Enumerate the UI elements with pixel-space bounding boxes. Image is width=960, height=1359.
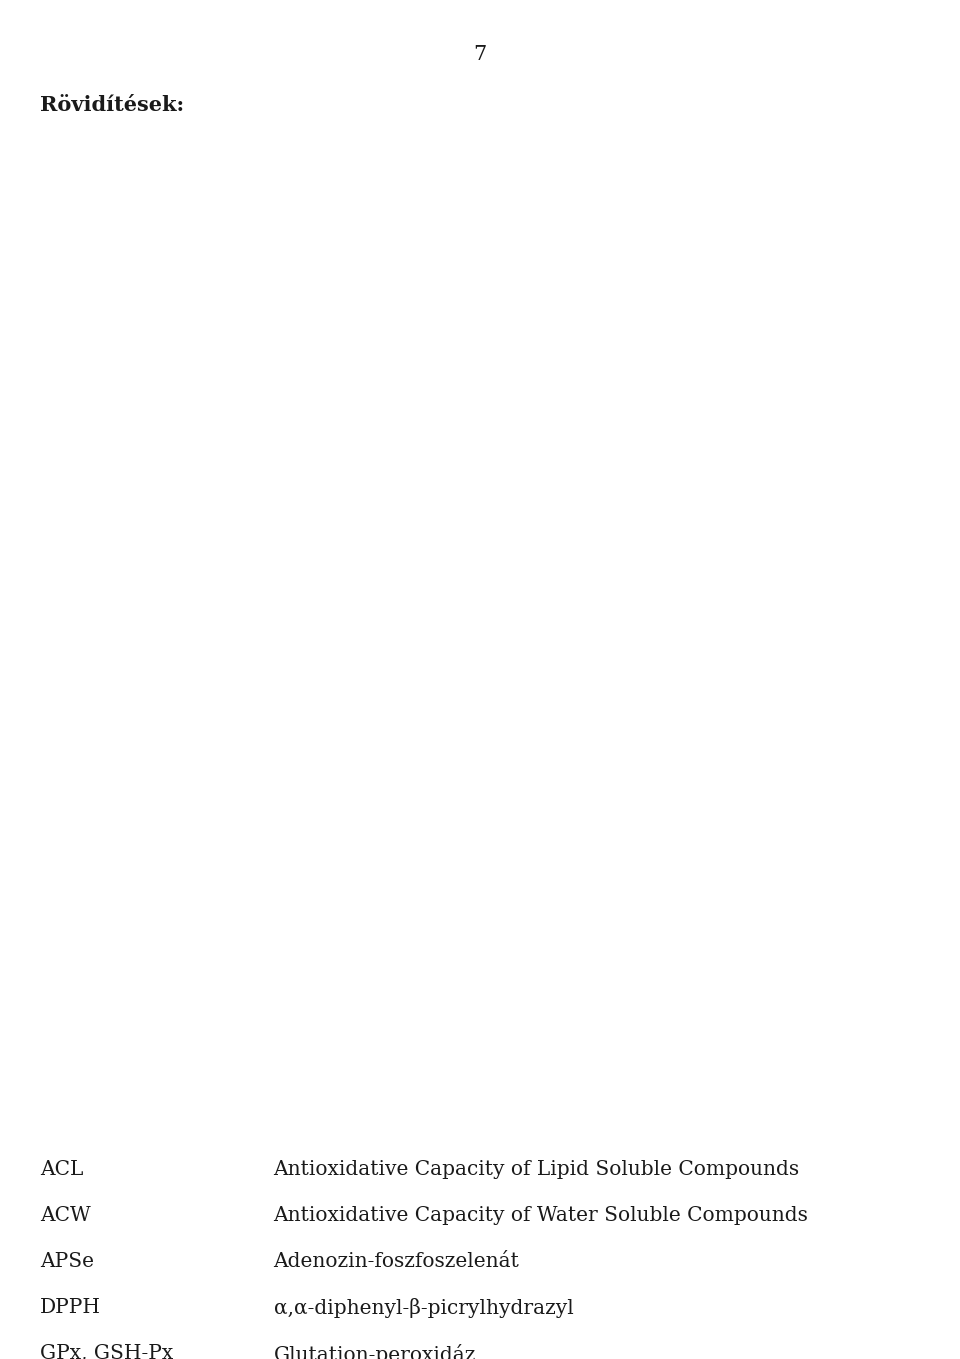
Text: Rövidítések:: Rövidítések: (40, 95, 184, 116)
Text: 7: 7 (473, 45, 487, 64)
Text: Glutation-peroxidáz: Glutation-peroxidáz (274, 1344, 476, 1359)
Text: Adenozin-foszfoszelenát: Adenozin-foszfoszelenát (274, 1252, 519, 1271)
Text: APSe: APSe (40, 1252, 94, 1271)
Text: α,α-diphenyl-β-picrylhydrazyl: α,α-diphenyl-β-picrylhydrazyl (274, 1298, 573, 1318)
Text: DPPH: DPPH (40, 1298, 102, 1317)
Text: Antioxidative Capacity of Lipid Soluble Compounds: Antioxidative Capacity of Lipid Soluble … (274, 1161, 800, 1180)
Text: ACL: ACL (40, 1161, 84, 1180)
Text: ACW: ACW (40, 1205, 91, 1224)
Text: Antioxidative Capacity of Water Soluble Compounds: Antioxidative Capacity of Water Soluble … (274, 1205, 808, 1224)
Text: GPx, GSH-Px: GPx, GSH-Px (40, 1344, 174, 1359)
